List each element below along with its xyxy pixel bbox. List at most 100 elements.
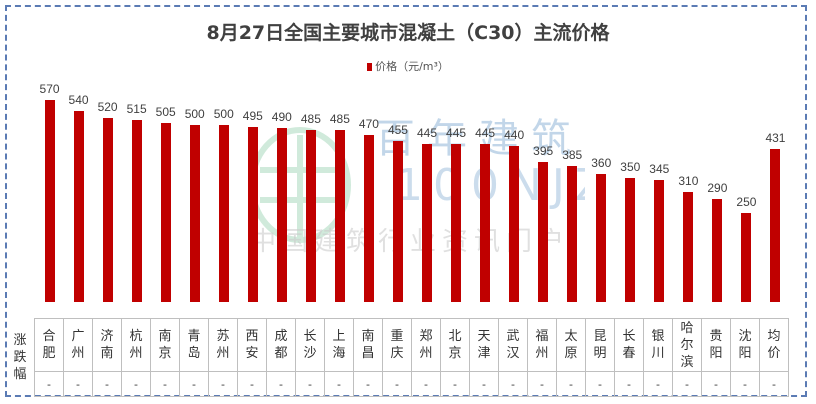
- bar: [422, 144, 433, 302]
- change-cell: -: [643, 371, 673, 397]
- change-cell: -: [63, 371, 93, 397]
- city-cell: 合肥: [34, 318, 64, 372]
- change-cell: -: [527, 371, 557, 397]
- bar: [451, 144, 462, 302]
- bar: [131, 119, 142, 302]
- bar-value-label: 445: [417, 126, 438, 141]
- bar: [218, 124, 229, 302]
- city-cell: 昆明: [585, 318, 615, 372]
- change-cell: -: [237, 371, 267, 397]
- bar: [276, 128, 287, 302]
- bar: [625, 177, 636, 302]
- bar-value-label: 500: [213, 106, 234, 121]
- bar: [44, 100, 55, 302]
- change-row: --------------------------: [6, 371, 789, 397]
- city-cell: 武汉: [498, 318, 528, 372]
- bar-value-label: 445: [475, 126, 496, 141]
- bar-value-label: 455: [387, 122, 408, 137]
- bar-value-label: 490: [271, 110, 292, 125]
- bar: [741, 213, 752, 302]
- change-cell: -: [208, 371, 238, 397]
- city-cell: 杭州: [121, 318, 151, 372]
- change-cell: -: [759, 371, 789, 397]
- city-cell: 哈尔滨: [672, 318, 702, 372]
- city-cell: 银川: [643, 318, 673, 372]
- bar: [247, 126, 258, 302]
- bar: [334, 130, 345, 302]
- bar: [538, 162, 549, 302]
- change-cell: -: [701, 371, 731, 397]
- bar-value-label: 515: [126, 101, 147, 116]
- bar: [683, 192, 694, 302]
- change-cell: -: [324, 371, 354, 397]
- change-cell: -: [556, 371, 586, 397]
- bar-value-label: 290: [707, 181, 728, 196]
- bar: [596, 174, 607, 302]
- change-cell: -: [469, 371, 499, 397]
- change-cell: -: [730, 371, 760, 397]
- bar: [305, 130, 316, 302]
- change-cell: -: [179, 371, 209, 397]
- bar-value-label: 500: [184, 106, 205, 121]
- city-cell: 贵阳: [701, 318, 731, 372]
- city-cell: 成都: [266, 318, 296, 372]
- bar-value-label: 495: [242, 108, 263, 123]
- city-cell: 长沙: [295, 318, 325, 372]
- chart-title: 8月27日全国主要城市混凝土（C30）主流价格: [206, 22, 610, 44]
- row-label: 涨跌幅: [6, 319, 35, 397]
- bar: [73, 110, 84, 302]
- city-cell: 沈阳: [730, 318, 760, 372]
- bar-value-label: 520: [97, 99, 118, 114]
- change-cell: -: [614, 371, 644, 397]
- city-cell: 重庆: [382, 318, 412, 372]
- legend: 价格（元/m³）: [0, 58, 816, 74]
- bar: [363, 135, 374, 302]
- bar-value-label: 345: [649, 161, 670, 176]
- city-cell: 南京: [150, 318, 180, 372]
- bar-value-label: 250: [736, 195, 757, 210]
- bar-value-label: 360: [591, 156, 612, 171]
- bar-value-label: 310: [678, 174, 699, 189]
- change-cell: -: [295, 371, 325, 397]
- bar: [712, 199, 723, 302]
- change-cell: -: [382, 371, 412, 397]
- change-cell: -: [121, 371, 151, 397]
- change-cell: -: [353, 371, 383, 397]
- city-cell: 郑州: [411, 318, 441, 372]
- bar: [160, 123, 171, 302]
- change-table: 涨跌幅 合肥广州济南杭州南京青岛苏州西安成都长沙上海南昌重庆郑州北京天津武汉福州…: [6, 318, 789, 397]
- bar: [102, 117, 113, 302]
- bar-value-label: 395: [533, 144, 554, 159]
- city-cell: 青岛: [179, 318, 209, 372]
- bar-value-label: 485: [300, 112, 321, 127]
- bar: [189, 124, 200, 302]
- bar-value-label: 440: [504, 128, 525, 143]
- change-cell: -: [150, 371, 180, 397]
- city-cell: 长春: [614, 318, 644, 372]
- change-cell: -: [411, 371, 441, 397]
- legend-swatch: [367, 63, 373, 71]
- change-cell: -: [440, 371, 470, 397]
- change-cell: -: [266, 371, 296, 397]
- city-cell: 天津: [469, 318, 499, 372]
- bar-value-label: 570: [39, 82, 60, 96]
- bar: [654, 179, 665, 302]
- bar-value-label: 470: [358, 117, 379, 132]
- city-cell: 北京: [440, 318, 470, 372]
- city-cell: 福州: [527, 318, 557, 372]
- change-cell: -: [92, 371, 122, 397]
- bar-value-label: 445: [446, 126, 467, 141]
- bar-value-label: 350: [620, 159, 641, 174]
- plot-area: 570 540 520 515 505 500 500 495 490 485 485 470 455 4…: [35, 80, 790, 302]
- bar-value-label: 505: [155, 105, 176, 120]
- city-cell: 苏州: [208, 318, 238, 372]
- change-cell: -: [498, 371, 528, 397]
- bar-value-label: 540: [68, 92, 89, 107]
- city-cell: 广州: [63, 318, 93, 372]
- bar: [480, 144, 491, 302]
- city-cell: 太原: [556, 318, 586, 372]
- city-cell: 西安: [237, 318, 267, 372]
- city-cell: 南昌: [353, 318, 383, 372]
- bar: [567, 165, 578, 302]
- change-cell: -: [34, 371, 64, 397]
